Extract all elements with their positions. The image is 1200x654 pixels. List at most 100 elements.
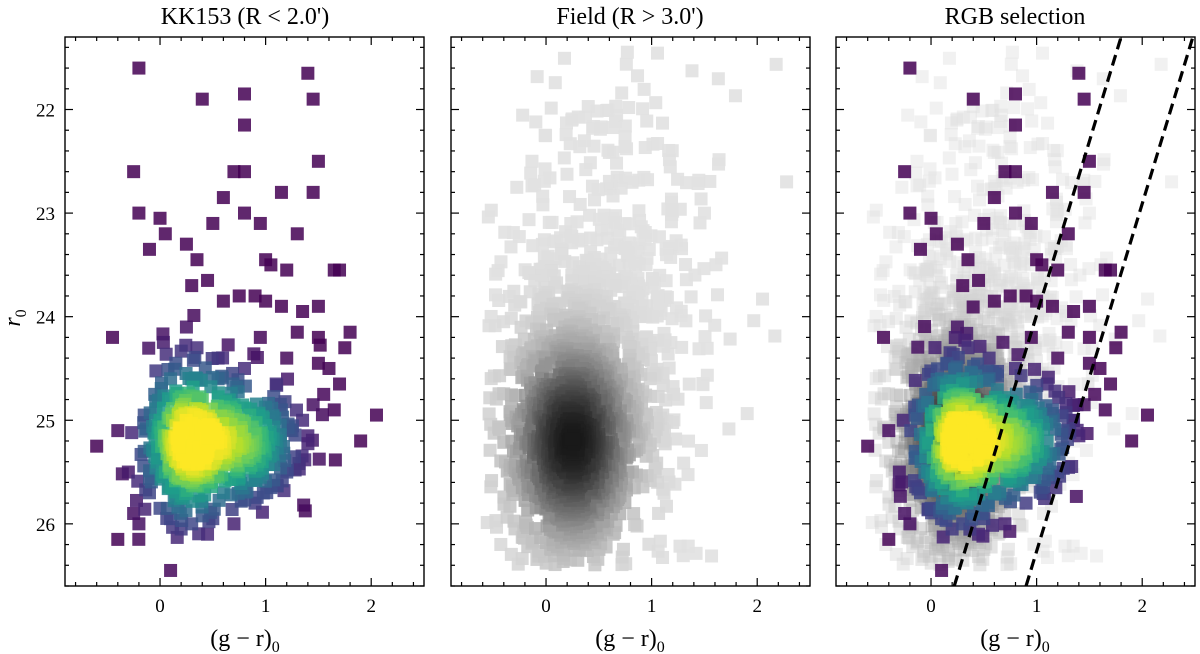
field-point (660, 248, 674, 262)
y-tick-label: 24 (36, 308, 56, 329)
data-point (317, 387, 331, 401)
data-point (924, 211, 938, 225)
data-point (1009, 206, 1022, 220)
field-point (615, 86, 629, 100)
field-point (1078, 216, 1092, 230)
data-point (297, 498, 311, 512)
panel-title-field: Field (R > 3.0') (556, 4, 703, 30)
field-point (756, 292, 770, 306)
field-point (653, 534, 667, 548)
field-point (895, 180, 909, 194)
y-tick-label: 22 (36, 101, 55, 122)
data-point (966, 300, 980, 314)
field-point (560, 167, 574, 181)
field-point (548, 76, 562, 90)
data-point (1028, 362, 1042, 376)
field-point (682, 434, 696, 448)
x-tick-label: 2 (366, 596, 376, 617)
data-point (192, 527, 206, 541)
data-point (1011, 348, 1025, 362)
field-point (673, 539, 687, 553)
data-point (221, 338, 235, 352)
field-point (1048, 160, 1062, 174)
field-point (1058, 539, 1072, 553)
field-point (889, 240, 903, 254)
data-point (238, 87, 251, 101)
field-point (545, 215, 559, 229)
field-point (539, 129, 553, 143)
data-point (216, 486, 230, 500)
data-point (333, 377, 347, 391)
data-point (1082, 330, 1096, 344)
field-point (1132, 314, 1146, 328)
field-point (522, 213, 536, 227)
data-point (274, 185, 288, 199)
data-point (250, 350, 264, 364)
field-point (656, 116, 670, 130)
field-point (747, 314, 761, 328)
data-point (138, 502, 152, 516)
field-point (874, 267, 888, 281)
data-point (935, 563, 949, 577)
data-point (132, 206, 146, 220)
data-point (1009, 87, 1022, 101)
field-point (573, 140, 587, 154)
data-point (179, 413, 193, 427)
data-point (327, 403, 341, 417)
field-point (1005, 142, 1019, 156)
field-point (1007, 101, 1021, 115)
field-point (489, 267, 503, 281)
data-point (179, 237, 193, 251)
field-point (942, 51, 956, 65)
data-point (1019, 496, 1033, 510)
data-point (1045, 299, 1059, 313)
field-point (510, 180, 524, 194)
field-point (649, 96, 663, 110)
y-tick-label: 23 (36, 204, 55, 225)
field-point (1041, 116, 1055, 130)
data-point (327, 263, 341, 277)
data-point (338, 341, 352, 355)
field-point (559, 116, 573, 130)
field-point (679, 273, 693, 287)
data-point (1072, 66, 1086, 80)
data-point (1051, 351, 1065, 365)
field-point (516, 108, 530, 122)
data-point (903, 206, 917, 220)
field-point (1004, 57, 1018, 71)
field-point (1069, 290, 1083, 304)
data-point (301, 437, 315, 451)
data-point (910, 411, 924, 425)
data-point (998, 165, 1012, 179)
field-point (535, 237, 549, 251)
field-point (929, 101, 943, 115)
field-point (921, 198, 935, 212)
field-point (1016, 69, 1030, 83)
field-point (492, 422, 506, 436)
field-point (588, 193, 602, 207)
field-point (874, 514, 888, 528)
field-point (544, 101, 558, 115)
field-point (1153, 329, 1167, 343)
field-point (514, 295, 528, 309)
field-point (945, 167, 959, 181)
data-point (1045, 185, 1059, 199)
data-point (253, 330, 267, 344)
data-point (903, 517, 917, 531)
data-point (903, 61, 917, 75)
field-point (901, 108, 915, 122)
data-point (1052, 390, 1066, 404)
data-point (972, 273, 986, 287)
field-point (1095, 288, 1109, 302)
data-point (996, 335, 1010, 349)
data-point (158, 227, 172, 241)
data-point (238, 361, 251, 375)
data-point (950, 237, 964, 251)
field-point (910, 154, 924, 168)
data-point (142, 341, 156, 355)
data-point (311, 299, 325, 313)
data-point (153, 211, 167, 225)
field-point (915, 70, 929, 84)
data-point (908, 373, 922, 387)
x-tick-label: 2 (752, 596, 762, 617)
